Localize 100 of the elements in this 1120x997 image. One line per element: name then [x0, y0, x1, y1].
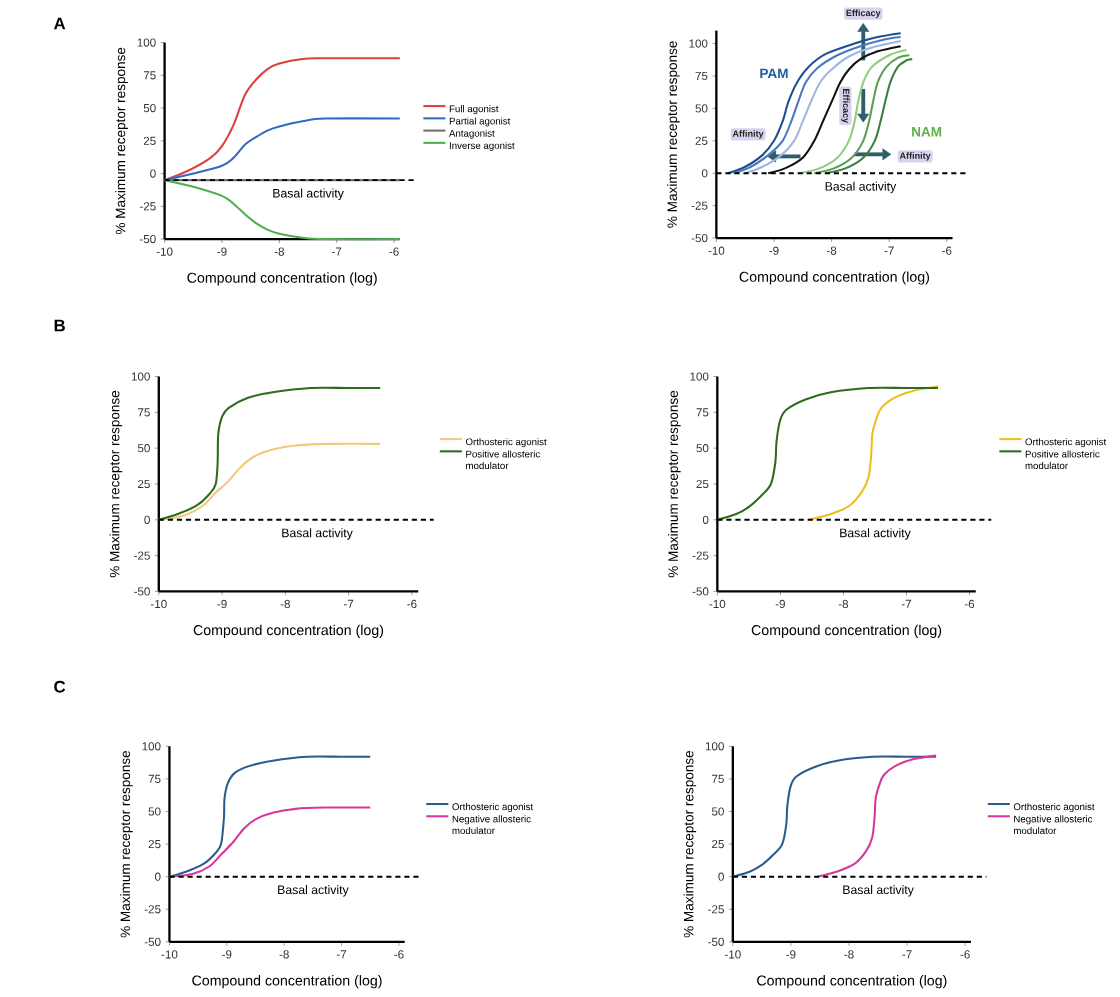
x-tick-label: -10 [150, 599, 167, 609]
x-tick-label: -8 [844, 950, 854, 959]
y-tick-label: -25 [692, 551, 709, 560]
x-tick-label: -10 [708, 246, 725, 255]
x-axis-title: Compound concentration (log) [192, 975, 382, 989]
y-tick-label: 25 [695, 136, 708, 145]
y-tick-label: -50 [708, 937, 724, 946]
y-tick-label: 75 [696, 408, 709, 417]
chart-title: A [53, 17, 66, 30]
x-tick-label: -9 [217, 247, 227, 256]
y-tick-label: 25 [696, 479, 709, 489]
y-tick-label: -50 [691, 234, 708, 243]
y-axis-title: % Maximum receptor response [668, 390, 681, 578]
annotation: NAM [912, 127, 942, 137]
x-axis-title: Compound concentration (log) [193, 624, 384, 638]
y-tick-label: 0 [701, 169, 708, 178]
x-tick-label: -6 [407, 599, 417, 609]
y-tick-label: -50 [144, 937, 161, 946]
x-tick-label: -10 [161, 950, 178, 959]
legend-label: Full agonist [449, 105, 499, 115]
y-tick-label: 0 [702, 515, 709, 524]
y-tick-label: 75 [143, 71, 156, 80]
ref-line-label: Basal activity [840, 528, 911, 540]
y-tick-label: 25 [138, 479, 150, 489]
chart-title: C [54, 680, 66, 693]
y-tick-label: 50 [148, 807, 161, 816]
y-tick-label: -25 [708, 905, 724, 914]
x-tick-label: -6 [389, 247, 399, 256]
y-tick-label: -25 [691, 201, 708, 210]
x-tick-label: -10 [724, 950, 741, 959]
x-tick-label: -8 [274, 247, 284, 256]
annotation: PAM [760, 68, 788, 79]
y-tick-label: 50 [711, 807, 724, 816]
y-tick-label: -25 [134, 551, 150, 560]
legend-label: Orthosteric agonist [1013, 803, 1095, 813]
y-tick-label: 100 [705, 742, 724, 751]
y-axis-title: % Maximum receptor response [683, 750, 697, 938]
x-tick-label: -7 [902, 950, 912, 959]
legend-label: Orthosteric agonist [465, 438, 547, 448]
text: Efficacy [846, 9, 881, 18]
x-tick-label: -8 [838, 599, 849, 609]
y-tick-label: 100 [137, 38, 156, 47]
x-tick-label: -6 [964, 599, 975, 609]
legend-label: Positive allosteric modulator [1025, 450, 1100, 470]
annotation: Affinity [732, 130, 764, 139]
x-tick-label: -7 [336, 950, 347, 959]
y-axis-title: % Maximum receptor response [109, 390, 123, 578]
y-tick-label: -25 [139, 202, 156, 211]
y-tick-label: 25 [148, 839, 161, 849]
x-tick-label: -8 [826, 246, 837, 255]
y-tick-label: 50 [137, 444, 150, 453]
x-axis-title: Compound concentration (log) [739, 271, 930, 285]
legend-label: Partial agonist [449, 117, 511, 127]
y-tick-label: 25 [143, 136, 156, 145]
x-axis-title: Compound concentration (log) [751, 624, 942, 638]
y-tick-label: 50 [696, 444, 709, 453]
y-tick-label: 0 [144, 515, 150, 524]
ref-line-label: Basal activity [278, 885, 349, 897]
x-tick-label: -6 [394, 950, 404, 959]
legend-label: Negative allosteric modulator [1014, 815, 1093, 835]
y-tick-label: 25 [712, 839, 724, 849]
x-tick-label: -9 [217, 599, 227, 609]
y-tick-label: 100 [689, 39, 708, 48]
legend-label: Orthosteric agonist [452, 803, 534, 813]
legend-label: Inverse agonist [449, 141, 515, 151]
x-tick-label: -9 [769, 246, 779, 255]
x-axis-title: Compound concentration (log) [757, 975, 947, 989]
y-tick-label: 75 [712, 774, 724, 783]
chart-title: B [54, 319, 65, 332]
x-tick-label: -7 [343, 599, 354, 608]
y-tick-label: 75 [148, 774, 161, 783]
x-tick-label: -6 [942, 246, 952, 255]
y-tick-label: 100 [690, 372, 709, 381]
y-tick-label: 75 [138, 408, 150, 417]
annotation: Efficacy [841, 89, 850, 124]
x-tick-label: -10 [156, 247, 173, 256]
y-tick-label: -50 [134, 587, 150, 596]
x-tick-label: -7 [901, 599, 912, 608]
ref-line-label: Basal activity [282, 528, 353, 540]
legend-label: Orthosteric agonist [1025, 438, 1107, 448]
y-tick-label: 75 [695, 71, 708, 81]
legend-label: Positive allosteric modulator [466, 450, 540, 470]
y-axis-title: % Maximum receptor response [667, 41, 680, 228]
x-tick-label: -10 [709, 599, 726, 609]
y-tick-label: 100 [142, 742, 161, 751]
x-axis-title: Compound concentration (log) [187, 272, 377, 286]
legend-label: Antagonist [449, 129, 495, 139]
x-tick-label: -7 [884, 246, 894, 255]
x-tick-label: -6 [960, 950, 970, 959]
ref-line-label: Basal activity [843, 885, 914, 897]
ref-line-label: Basal activity [825, 181, 897, 194]
y-tick-label: 0 [150, 169, 156, 178]
y-tick-label: 100 [131, 372, 150, 381]
y-axis-title: % Maximum receptor response [115, 47, 128, 235]
y-tick-label: -25 [144, 905, 161, 914]
x-tick-label: -9 [222, 950, 232, 959]
x-tick-label: -9 [786, 950, 796, 959]
ref-line-label: Basal activity [273, 188, 344, 201]
annotation: Affinity [899, 152, 931, 161]
x-tick-label: -7 [332, 247, 342, 256]
